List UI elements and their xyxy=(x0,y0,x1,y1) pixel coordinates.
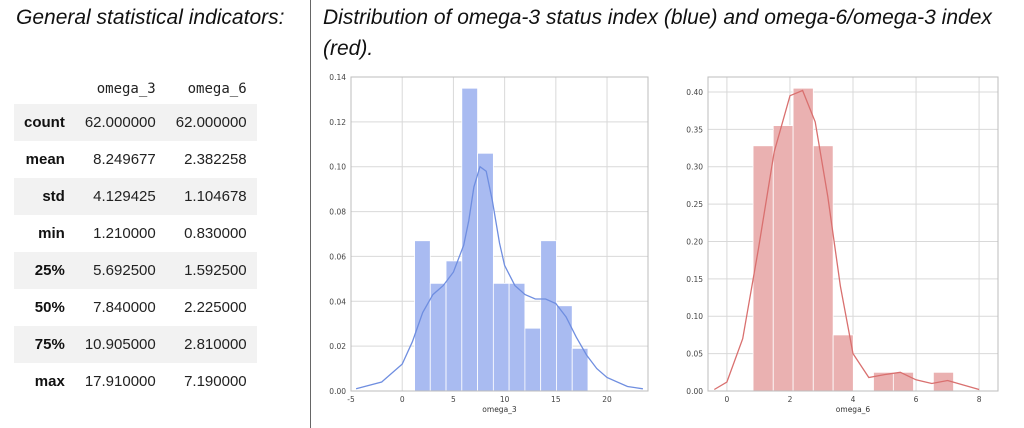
x-tick-label: 8 xyxy=(977,395,982,404)
row-label: mean xyxy=(25,151,65,168)
x-tick-label: 4 xyxy=(851,395,856,404)
row-label: 50% xyxy=(34,299,65,316)
table-row: count 62.000000 62.000000 xyxy=(14,104,257,141)
y-tick-label: 0.35 xyxy=(686,125,703,134)
row-label: std xyxy=(14,178,75,215)
x-tick-label: 6 xyxy=(914,395,919,404)
plot-frame xyxy=(350,76,649,392)
kde-curve xyxy=(713,89,980,391)
table-header-row: omega_3 omega_6 xyxy=(14,74,257,104)
table-row: std 4.129425 1.104678 xyxy=(14,178,257,215)
histogram-bar xyxy=(492,282,510,392)
x-tick-label: 15 xyxy=(551,395,561,404)
y-tick-label: 0.14 xyxy=(329,73,346,82)
histogram-bar xyxy=(477,152,494,392)
x-tick-label: 0 xyxy=(725,395,730,404)
y-tick-label: 0.08 xyxy=(329,208,346,217)
histogram-bar xyxy=(414,240,431,392)
y-tick-label: 0.12 xyxy=(329,118,346,127)
table-corner xyxy=(14,74,75,104)
y-tick-label: 0.10 xyxy=(329,163,346,172)
row-label: count xyxy=(14,104,75,141)
stats-table: omega_3 omega_6 count 62.000000 62.00000… xyxy=(14,74,257,400)
cell-omega3: 1.210000 xyxy=(93,225,156,242)
cell-omega6: 1.104678 xyxy=(165,178,257,215)
histogram-bar xyxy=(445,260,463,392)
left-heading: General statistical indicators: xyxy=(16,6,285,29)
cell-omega6: 7.190000 xyxy=(184,373,247,390)
histogram-bar xyxy=(556,305,573,392)
cell-omega6: 2.382258 xyxy=(184,151,247,168)
omega6-histogram-chart: 0.00 0.05 0.10 0.15 0.20 0.25 0.30 0.35 0.40 0 2 4 6… xyxy=(686,76,999,414)
histogram-bar xyxy=(429,282,447,392)
x-tick-label: 2 xyxy=(788,395,793,404)
row-label: 75% xyxy=(14,326,75,363)
cell-omega6: 1.592500 xyxy=(165,252,257,289)
histogram-bar xyxy=(892,371,914,392)
cell-omega3: 5.692500 xyxy=(74,252,166,289)
x-tick-label: 10 xyxy=(500,395,510,404)
histogram-bar xyxy=(524,327,542,392)
x-axis-label: omega_6 xyxy=(836,405,871,414)
y-tick-label: 0.10 xyxy=(686,312,703,321)
histogram-bar xyxy=(792,87,814,392)
y-tick-label: 0.30 xyxy=(686,163,703,172)
table-row: 50% 7.840000 2.225000 xyxy=(14,289,257,326)
right-heading: Distribution of omega-3 status index (bl… xyxy=(323,6,992,60)
plot-frame xyxy=(707,76,999,392)
x-tick-label: 0 xyxy=(400,395,405,404)
cell-omega3: 8.249677 xyxy=(93,151,156,168)
y-tick-label: 0.20 xyxy=(686,237,703,246)
y-tick-label: 0.25 xyxy=(686,200,703,209)
x-axis-label: omega_3 xyxy=(482,405,517,414)
y-tick-label: 0.05 xyxy=(686,350,703,359)
y-tick-label: 0.40 xyxy=(686,88,703,97)
table-row: mean 8.249677 2.382258 xyxy=(14,141,257,178)
kde-curve xyxy=(355,165,643,390)
histogram-bar xyxy=(540,240,557,392)
y-tick-label: 0.15 xyxy=(686,275,703,284)
table-row: 25% 5.692500 1.592500 xyxy=(14,252,257,289)
x-tick-label: -5 xyxy=(347,395,355,404)
cell-omega3: 10.905000 xyxy=(74,326,166,363)
y-tick-label: 0.02 xyxy=(329,342,346,351)
table-row: min 1.210000 0.830000 xyxy=(14,215,257,252)
cell-omega6: 2.810000 xyxy=(165,326,257,363)
omega3-histogram-chart: 0.00 0.02 0.04 0.06 0.08 0.10 0.12 0.14 -5 0 5 10 15… xyxy=(329,73,649,414)
cell-omega3: 17.910000 xyxy=(84,373,156,390)
row-label: min xyxy=(38,225,65,242)
x-tick-label: 20 xyxy=(602,395,612,404)
cell-omega6: 2.225000 xyxy=(184,299,247,316)
x-tick-label: 5 xyxy=(451,395,456,404)
y-tick-label: 0.00 xyxy=(329,387,346,396)
cell-omega3: 7.840000 xyxy=(93,299,156,316)
y-tick-label: 0.00 xyxy=(686,387,703,396)
row-label: 25% xyxy=(14,252,75,289)
table-row: 75% 10.905000 2.810000 xyxy=(14,326,257,363)
histogram-bar xyxy=(571,347,589,392)
histogram-bar xyxy=(772,125,794,392)
cell-omega6: 62.000000 xyxy=(165,104,257,141)
panel-divider xyxy=(310,0,311,428)
row-label: max xyxy=(34,373,65,390)
cell-omega6: 0.830000 xyxy=(184,225,247,242)
cell-omega3: 4.129425 xyxy=(74,178,166,215)
column-header-omega3: omega_3 xyxy=(96,81,156,97)
histogram-bar xyxy=(812,145,834,392)
left-panel: General statistical indicators: omega_3 … xyxy=(0,0,310,428)
cell-omega3: 62.000000 xyxy=(74,104,166,141)
histogram-bar xyxy=(752,145,774,392)
table-row: max 17.910000 7.190000 xyxy=(14,363,257,400)
histogram-bar xyxy=(461,87,478,392)
histogram-bar xyxy=(508,282,526,392)
column-header-omega6: omega_6 xyxy=(187,81,247,97)
y-tick-label: 0.04 xyxy=(329,297,346,306)
histogram-bar xyxy=(832,334,854,392)
y-tick-label: 0.06 xyxy=(329,252,346,261)
